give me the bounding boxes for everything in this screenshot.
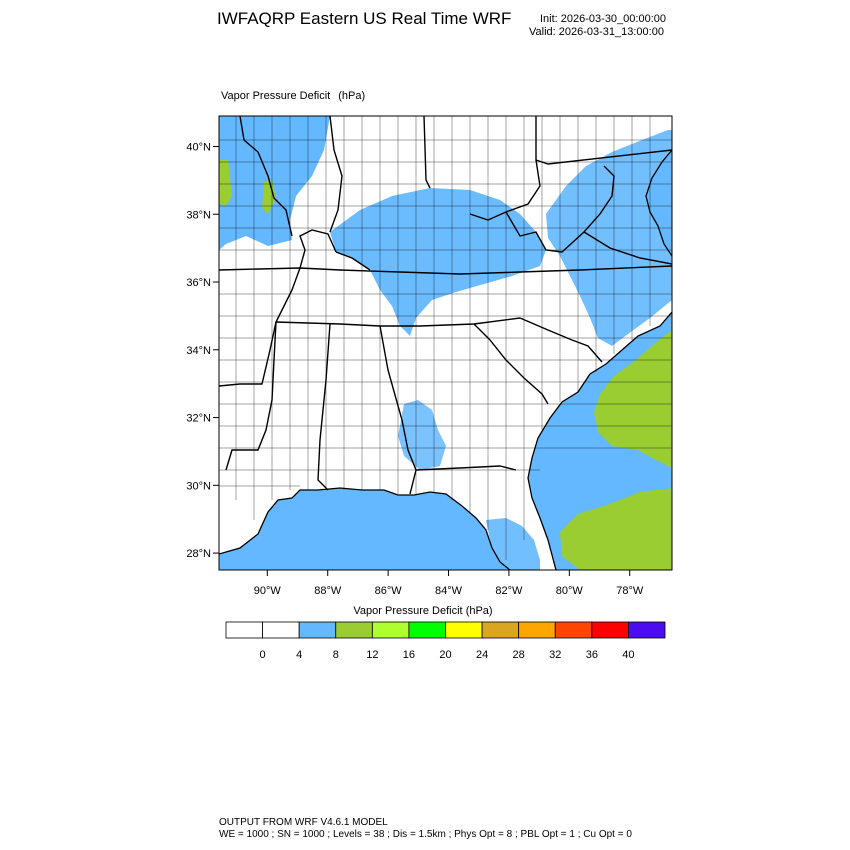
lon-tick-label: 84°W [435,585,463,597]
lon-tick-label: 80°W [556,585,584,597]
colorbar-units: (hPa) [465,605,493,617]
land-vpd-4-8-florida [486,518,540,570]
colorbar-label: 12 [366,649,378,661]
footer-config-line: WE = 1000 ; SN = 1000 ; Levels = 38 ; Di… [219,829,632,840]
lon-tick-label: 86°W [375,585,403,597]
colorbar-label: 20 [439,649,451,661]
land-vpd-8-12-illinois [219,160,232,206]
county-grid [219,116,672,560]
map-frame [218,115,673,571]
colorbar: 0 4 8 12 16 20 24 28 32 36 40 [225,621,666,661]
longitude-ticks: 90°W 88°W 86°W 84°W 82°W 80°W 78°W [254,570,644,597]
colorbar-swatch [591,621,629,639]
footer-model-line: OUTPUT FROM WRF V4.6.1 MODEL [219,817,388,828]
colorbar-swatch [445,621,483,639]
field-units: (hPa) [338,90,366,102]
gulf-of-mexico [219,488,510,570]
lat-tick-label: 36°N [186,277,211,289]
colorbar-swatch [518,621,556,639]
lon-tick-label: 82°W [495,585,523,597]
lat-tick-label: 38°N [186,209,211,221]
colorbar-label: 16 [403,649,415,661]
map-area [219,116,672,570]
colorbar-swatch [408,621,446,639]
colorbar-label: 28 [513,649,525,661]
colorbar-label: 24 [476,649,488,661]
coastline [219,149,672,570]
colorbar-title: Vapor Pressure Deficit (hPa) [0,605,850,617]
lon-tick-label: 78°W [616,585,644,597]
colorbar-swatch [298,621,337,639]
colorbar-swatch [262,621,300,639]
colorbar-swatch [371,621,410,639]
colorbar-label: 4 [296,649,302,661]
colorbar-swatch [628,621,666,639]
lat-tick-label: 32°N [186,413,211,425]
valid-time: Valid: 2026-03-31_13:00:00 [529,26,664,38]
colorbar-swatch [554,621,593,639]
field-name: Vapor Pressure Deficit [221,90,331,102]
lat-tick-label: 30°N [186,480,211,492]
latitude-ticks: 40°N 38°N 36°N 34°N 32°N 30°N 28°N [186,141,219,560]
land-vpd-4-8-ohio-valley [330,188,546,336]
colorbar-swatch [481,621,520,639]
plot-title: IWFAQRP Eastern US Real Time WRF [217,9,512,28]
field-title: Vapor Pressure Deficit (hPa) [221,90,365,102]
colorbar-field-name: Vapor Pressure Deficit [353,605,463,617]
lon-tick-label: 88°W [314,585,342,597]
colorbar-label: 0 [260,649,266,661]
land-vpd-8-12-illinois-2 [262,180,276,214]
colorbar-label: 32 [549,649,561,661]
colorbar-label: 8 [333,649,339,661]
colorbar-swatch [225,621,263,639]
init-time: Init: 2026-03-30_00:00:00 [540,13,666,25]
state-boundaries [219,116,672,495]
colorbar-swatch [335,621,373,639]
lon-tick-label: 90°W [254,585,282,597]
lat-tick-label: 34°N [186,345,211,357]
colorbar-label: 36 [586,649,598,661]
lat-tick-label: 40°N [186,141,211,153]
atlantic-vpd-8-12 [594,330,672,468]
colorbar-label: 40 [622,649,634,661]
lat-tick-label: 28°N [186,548,211,560]
land-vpd-4-8-northwest [219,116,330,250]
atlantic-vpd-8-12-south [560,488,672,570]
